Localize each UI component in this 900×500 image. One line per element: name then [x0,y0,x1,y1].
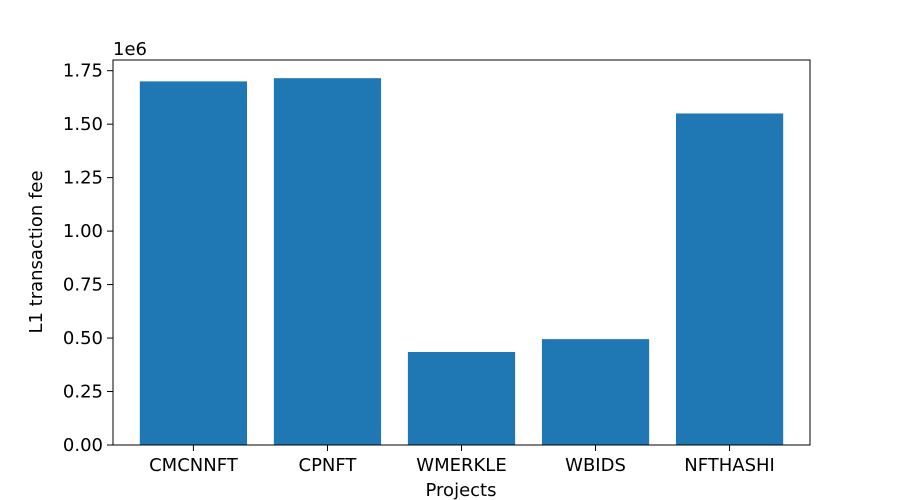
y-tick-label: 0.50 [63,328,103,349]
x-tick-label-wmerkle: WMERKLE [416,455,506,476]
bar-cpnft [273,78,382,446]
y-tick-label: 0.00 [63,435,103,456]
x-axis: CMCNNFT CPNFT WMERKLE WBIDS NFTHASHI [149,445,775,476]
x-tick-label-cmcnnft: CMCNNFT [149,455,239,476]
y-tick-label: 1.50 [63,114,103,135]
y-tick-label: 1.00 [63,221,103,242]
y-axis-label: L1 transaction fee [26,170,47,333]
x-tick-label-wbids: WBIDS [565,455,626,476]
y-tick-label: 0.25 [63,382,103,403]
x-tick-label-cpnft: CPNFT [299,455,358,476]
bars-group [139,78,784,446]
bar-nfthashi [675,113,784,445]
y-tick-label: 1.75 [63,61,103,82]
y-tick-label: 0.75 [63,275,103,296]
y-tick-label: 1.25 [63,168,103,189]
bar-wmerkle [407,351,516,445]
x-axis-label: Projects [426,480,497,500]
bar-wbids [541,339,650,445]
y-offset-label: 1e6 [113,39,147,60]
x-tick-label-nfthashi: NFTHASHI [684,455,775,476]
y-axis: 0.00 0.25 0.50 0.75 1.00 1.25 1.50 1.75 [63,61,113,456]
bar-cmcnnft [139,81,248,445]
